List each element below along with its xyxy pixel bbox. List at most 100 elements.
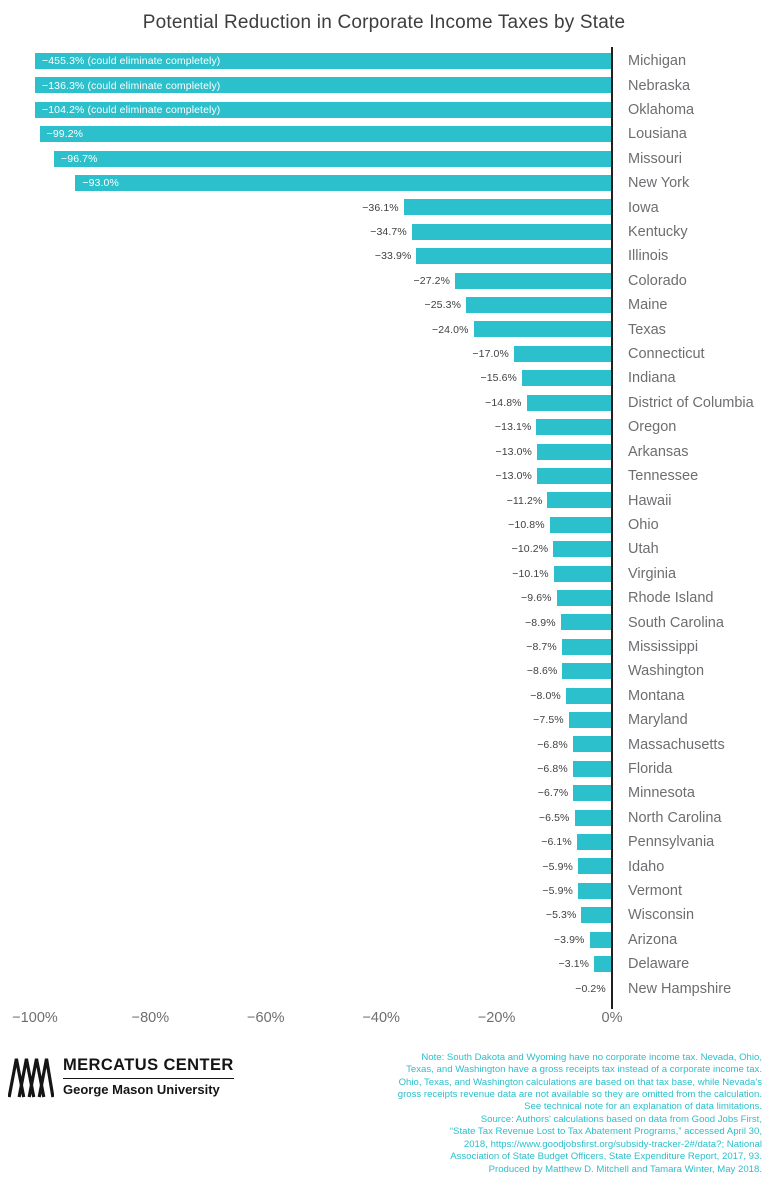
note-line: 2018, https://www.goodjobsfirst.org/subs…: [463, 1138, 762, 1150]
value-label: −8.6%: [526, 665, 558, 678]
bar-row: −3.9% Arizona: [35, 928, 677, 952]
bar: [561, 638, 612, 655]
bar-row: −17.0% Connecticut: [35, 342, 705, 366]
bar: [556, 589, 612, 606]
bar: [522, 370, 612, 387]
state-label: Tennessee: [628, 468, 699, 485]
state-label: New York: [628, 175, 690, 192]
value-label: −3.9%: [553, 933, 585, 946]
bar: [466, 297, 612, 314]
bar-row: −10.1% Virginia: [35, 562, 676, 586]
value-label: −17.0%: [472, 348, 509, 361]
bar: [589, 931, 612, 948]
state-label: Kentucky: [628, 224, 688, 241]
bar-row: −99.2% Lousiana: [35, 122, 687, 146]
bar-row: −10.2% Utah: [35, 537, 659, 561]
value-label: −93.0%: [82, 177, 119, 190]
value-label: −8.9%: [525, 616, 556, 629]
value-label: −6.1%: [541, 836, 572, 849]
bar-row: −8.9% South Carolina: [35, 610, 724, 634]
bar: [581, 907, 612, 924]
bar: [75, 175, 612, 192]
footer: MERCATUS CENTER George Mason University …: [0, 1052, 768, 1176]
bar: [411, 223, 612, 240]
state-label: Washington: [628, 663, 705, 680]
note-line: Texas, and Washington have a gross recei…: [406, 1064, 762, 1076]
state-label: New Hampshire: [628, 980, 732, 997]
note-line: Ohio, Texas, and Washington calculations…: [398, 1076, 762, 1088]
bar-row: −3.1% Delaware: [35, 952, 689, 976]
state-label: Oklahoma: [628, 102, 695, 119]
state-label: Rhode Island: [628, 590, 714, 607]
state-label: Michigan: [628, 53, 687, 70]
bar: [594, 956, 612, 973]
bar-row: −0.2% New Hampshire: [35, 976, 731, 1000]
value-label: −5.3%: [545, 909, 577, 922]
bar-row: −104.2% (could eliminate completely) Okla…: [35, 98, 694, 122]
state-label: Idaho: [628, 858, 665, 875]
state-label: Illinois: [628, 248, 669, 265]
bar-row: −7.5% Maryland: [35, 708, 688, 732]
bar-row: −6.5% North Carolina: [35, 806, 722, 830]
state-label: Massachusetts: [628, 736, 725, 753]
bar: [39, 126, 612, 143]
note-line: See technical note for an explanation of…: [524, 1101, 762, 1113]
bar: [35, 101, 612, 118]
bar: [577, 858, 612, 875]
bar: [553, 541, 612, 558]
bar-row: −13.0% Tennessee: [35, 464, 698, 488]
bar-row: −34.7% Kentucky: [35, 220, 688, 244]
note-line: “State Tax Revenue Lost to Tax Abatement…: [449, 1126, 762, 1138]
bar-row: −455.3% (could eliminate completely) Mich…: [35, 49, 686, 73]
state-label: Vermont: [628, 883, 682, 900]
state-label: Montana: [628, 687, 685, 704]
bar: [560, 614, 612, 631]
bar-row: −6.7% Minnesota: [35, 781, 695, 805]
x-tick-label: −20%: [477, 1009, 516, 1026]
value-label: −3.1%: [558, 958, 590, 971]
state-label: Virginia: [628, 565, 677, 582]
value-label: −14.8%: [485, 396, 522, 409]
state-label: Nebraska: [628, 77, 691, 94]
state-label: Missouri: [628, 150, 682, 167]
bar-row: −33.9% Illinois: [35, 244, 668, 268]
state-label: Oregon: [628, 419, 677, 436]
x-tick-label: −100%: [12, 1009, 58, 1026]
zero-axis-line: [611, 47, 613, 1009]
state-label: Texas: [628, 321, 666, 338]
value-label: −0.2%: [575, 982, 606, 995]
state-label: North Carolina: [628, 809, 722, 826]
bar-row: −5.9% Vermont: [35, 879, 682, 903]
state-label: Maine: [628, 297, 668, 314]
value-label: −10.2%: [511, 543, 549, 556]
value-label: −5.9%: [542, 885, 573, 898]
bar: [537, 443, 612, 460]
state-label: Connecticut: [628, 346, 705, 363]
x-tick-label: 0%: [601, 1009, 623, 1026]
bar: [574, 809, 612, 826]
mercatus-logo: MERCATUS CENTER George Mason University: [8, 1052, 234, 1098]
state-label: Arkansas: [628, 443, 689, 460]
state-label: Colorado: [628, 272, 687, 289]
bar-row: −24.0% Texas: [35, 317, 666, 341]
bar-row: −13.1% Oregon: [35, 415, 676, 439]
value-label: −96.7%: [61, 152, 98, 165]
bar: [403, 199, 612, 216]
bar: [573, 785, 612, 802]
chart-notes: Note: South Dakota and Wyoming have no c…: [348, 1052, 762, 1176]
state-label: South Carolina: [628, 614, 724, 631]
value-label: −136.3% (could eliminate completely): [42, 79, 221, 92]
bar: [416, 248, 612, 265]
bar: [473, 321, 612, 338]
bar: [572, 736, 612, 753]
value-label: −25.3%: [424, 299, 462, 312]
state-label: Ohio: [628, 516, 659, 533]
value-label: −11.2%: [506, 494, 543, 507]
x-axis: −100% −80% −60% −40% −20% 0%: [12, 1009, 622, 1028]
value-label: −10.8%: [508, 518, 545, 531]
value-label: −34.7%: [370, 226, 407, 239]
x-tick-label: −40%: [362, 1009, 400, 1026]
bar: [576, 834, 612, 850]
bar: [35, 77, 612, 94]
page-title: Potential Reduction in Corporate Income …: [142, 12, 626, 33]
